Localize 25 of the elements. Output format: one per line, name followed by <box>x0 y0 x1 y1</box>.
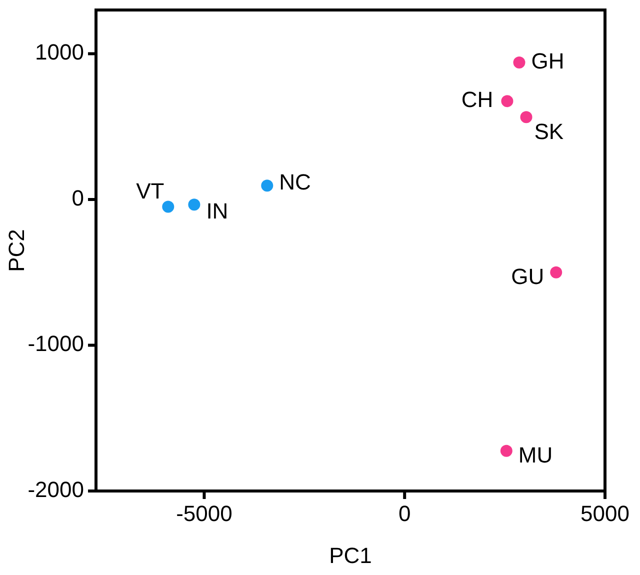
point <box>162 200 174 213</box>
point <box>500 444 512 457</box>
x-axis-title: PC1 <box>329 543 372 568</box>
y-axis-title: PC2 <box>4 229 29 272</box>
x-tick-label: 0 <box>398 501 411 526</box>
point <box>513 56 526 68</box>
point <box>520 111 532 124</box>
y-tick-label: -2000 <box>28 476 84 502</box>
annotation: SK <box>534 118 564 144</box>
y-tick-label: -1000 <box>28 331 84 356</box>
annotation: NC <box>279 169 312 194</box>
annotation: VT <box>136 178 164 204</box>
point <box>550 266 562 278</box>
annotation: CH <box>461 86 494 112</box>
x-tick-label: -5000 <box>176 501 232 526</box>
annotation: MU <box>518 442 553 468</box>
point <box>501 95 514 108</box>
x-tick-label: 5000 <box>580 501 630 526</box>
annotation: GU <box>511 264 544 290</box>
y-tick-label: 0 <box>72 185 84 210</box>
y-tick-label: 1000 <box>35 40 84 65</box>
annotation: IN <box>206 198 228 224</box>
point <box>261 180 274 192</box>
annotation: GH <box>531 48 564 74</box>
point <box>188 198 200 211</box>
